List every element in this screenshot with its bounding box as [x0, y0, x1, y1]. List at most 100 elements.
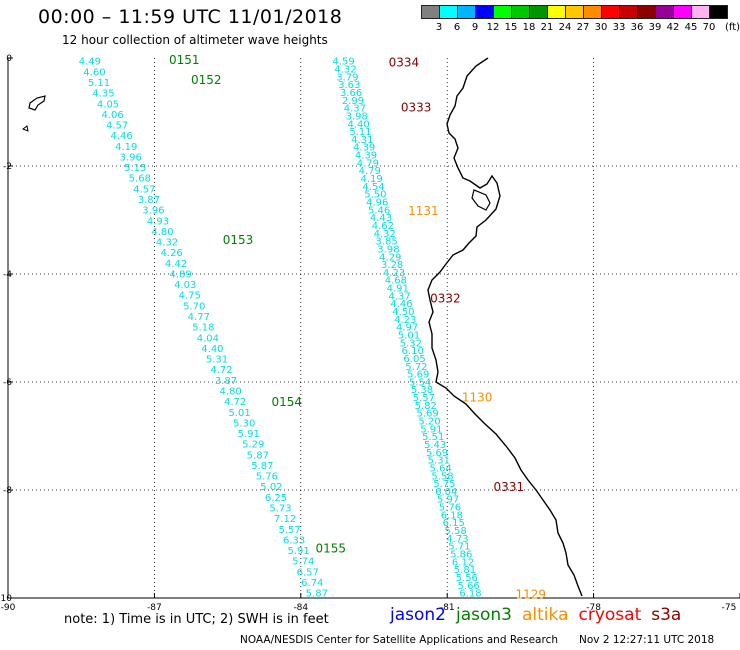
wave-height-value: 5.76	[256, 472, 278, 483]
wave-height-value: 4.54	[362, 182, 384, 193]
wave-height-value: 4.42	[165, 259, 187, 270]
wave-height-value: 5.38	[411, 385, 433, 396]
pass-time-label: 1129	[516, 588, 547, 602]
wave-height-value: 3.85	[375, 237, 397, 248]
wave-height-value: 6.18	[459, 589, 481, 600]
wave-height-value: 5.76	[439, 503, 461, 514]
wave-height-value: 4.35	[92, 89, 114, 100]
wave-height-value: 4.89	[170, 269, 192, 280]
colorbar-swatch	[709, 5, 728, 19]
wave-height-value: 5.56	[456, 573, 478, 584]
colorbar-label: 12	[486, 22, 500, 33]
wave-height-value: 3.28	[381, 260, 403, 271]
wave-height-value: 5.69	[426, 448, 448, 459]
wave-height-value: 5.69	[407, 370, 429, 381]
wave-height-value: 3.87	[215, 376, 237, 387]
wave-height-value: 3.87	[138, 195, 160, 206]
colorbar-label: 36	[630, 22, 644, 33]
pass-time-label: 1131	[408, 204, 439, 218]
colorbar-label: 9	[471, 22, 479, 33]
wave-height-value: 4.59	[333, 57, 355, 68]
x-tick-label: -90	[1, 603, 16, 613]
wave-height-value: 5.50	[364, 190, 386, 201]
wave-height-value: 3.98	[346, 111, 368, 122]
wave-height-value: 5.86	[450, 549, 472, 560]
colorbar-unit: (ft)	[725, 22, 740, 33]
x-tick-label: -81	[440, 603, 455, 613]
wave-height-value: 4.72	[224, 397, 246, 408]
colorbar-label: 6	[453, 22, 461, 33]
wave-height-value: 6.10	[402, 346, 424, 357]
wave-height-value: 7.12	[274, 514, 296, 525]
wave-height-value: 4.62	[372, 221, 394, 232]
wave-height-value: 4.31	[351, 135, 373, 146]
wave-height-value: 5.20	[418, 417, 440, 428]
pass-time-label: 1130	[462, 391, 493, 405]
wave-height-value: 5.64	[430, 463, 452, 474]
wave-height-value: 5.29	[242, 440, 264, 451]
wave-height-value: 5.15	[124, 163, 146, 174]
credit-line: NOAA/NESDIS Center for Satellite Applica…	[240, 634, 558, 646]
x-tick-label: -78	[586, 603, 601, 613]
wave-height-value: 5.58	[444, 526, 466, 537]
x-tick-label: -87	[147, 603, 162, 613]
colorbar-label: 21	[540, 22, 554, 33]
pass-time-label: 0154	[272, 395, 303, 409]
wave-height-value: 4.75	[179, 291, 201, 302]
mission-legend-item: jason3	[456, 605, 512, 625]
wave-height-value: 6.57	[297, 567, 319, 578]
wave-height-value: 5.01	[398, 330, 420, 341]
wave-height-value: 5.66	[458, 581, 480, 592]
wave-height-value: 6.12	[452, 557, 474, 568]
y-tick-label: -2	[3, 162, 12, 172]
mission-legend: jason2 jason3 altika cryosat s3a	[390, 605, 691, 625]
wave-height-value: 4.43	[370, 213, 392, 224]
south-america-coast	[427, 57, 583, 597]
colorbar-label: 45	[684, 22, 698, 33]
wave-height-value: 4.06	[101, 110, 123, 121]
wave-height-value: 6.15	[443, 518, 465, 529]
wave-height-value: 3.96	[120, 152, 142, 163]
pass-time-label: 0155	[315, 542, 346, 556]
wave-height-value: 3.79	[336, 72, 358, 83]
wave-height-value: 4.77	[188, 312, 210, 323]
colorbar-label: 42	[666, 22, 680, 33]
wave-height-value: 6.05	[403, 354, 425, 365]
wave-height-value: 5.91	[288, 546, 310, 557]
wave-height-value: 4.39	[353, 143, 375, 154]
mission-legend-item: s3a	[651, 605, 682, 625]
colorbar-label: 70	[702, 22, 716, 33]
wave-height-value: 5.87	[247, 450, 269, 461]
wave-height-value: 4.80	[151, 227, 173, 238]
mission-legend-item: altika	[522, 605, 569, 625]
colorbar-label: 27	[576, 22, 590, 33]
wave-height-value: 4.19	[115, 142, 137, 153]
wave-height-value: 5.57	[278, 525, 300, 536]
wave-height-value: 5.81	[454, 565, 476, 576]
generated-timestamp: Nov 2 12:27:11 UTC 2018	[579, 634, 715, 646]
wave-height-value: 4.03	[174, 280, 196, 291]
wave-height-value: 5.87	[306, 589, 328, 600]
colorbar-label: 18	[522, 22, 536, 33]
colorbar	[421, 5, 728, 19]
mission-legend-item: cryosat	[578, 605, 642, 625]
wave-height-value: 4.49	[79, 57, 101, 68]
wave-height-value: 4.46	[111, 131, 133, 142]
wave-height-value: 5.02	[260, 482, 282, 493]
wave-height-value: 5.97	[437, 495, 459, 506]
wave-height-value: 5.74	[292, 557, 314, 568]
wave-height-value: 6.74	[301, 578, 323, 589]
wave-height-value: 4.50	[392, 307, 414, 318]
wave-height-value: 4.32	[374, 229, 396, 240]
wave-height-value: 4.37	[388, 291, 410, 302]
pass-time-label: 0152	[191, 73, 222, 87]
wave-height-value: 4.57	[133, 184, 155, 195]
page-title: 00:00 – 11:59 UTC 11/01/2018	[38, 6, 343, 28]
wave-height-value: 4.32	[334, 65, 356, 76]
wave-height-value: 4.93	[147, 216, 169, 227]
altimeter-tracks: 4.494.605.114.354.054.064.574.464.193.96…	[79, 57, 482, 600]
x-tick-label: -84	[293, 603, 308, 613]
wave-height-value: 3.98	[377, 244, 399, 255]
wave-height-value: 5.32	[400, 338, 422, 349]
